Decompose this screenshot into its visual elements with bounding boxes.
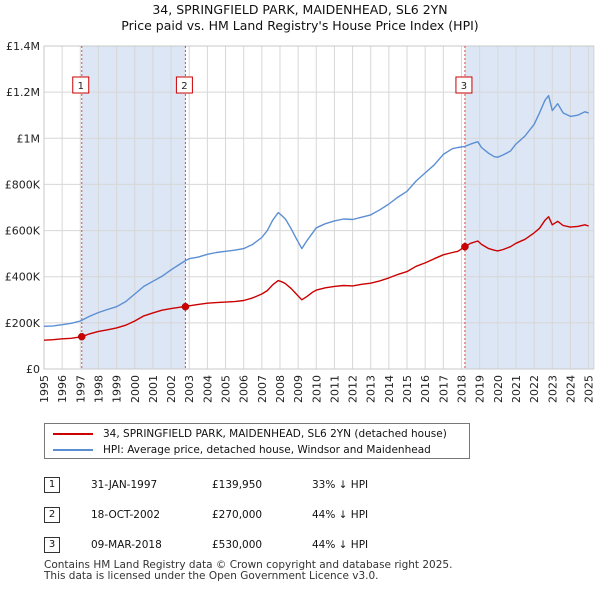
legend-swatch-hpi [53, 449, 93, 451]
legend-label-price: 34, SPRINGFIELD PARK, MAIDENHEAD, SL6 2Y… [103, 428, 447, 440]
sale-label-frame [72, 76, 90, 94]
sale-badge: 1 [44, 477, 60, 493]
footer: Contains HM Land Registry data © Crown c… [44, 560, 452, 582]
table-row: 2 18-OCT-2002 £270,000 44% ↓ HPI [44, 507, 464, 525]
price-chart: £0 £200K £400K £600K £800K £1M £1.2M £1.4M 1995… [5, 40, 596, 403]
shaded-period [464, 46, 594, 369]
y-tick-label: £400K [5, 271, 41, 284]
x-tick-label: 2005 [220, 375, 233, 403]
sale-point [461, 242, 469, 251]
x-tick-label: 2017 [437, 375, 450, 403]
chart-title: 34, SPRINGFIELD PARK, MAIDENHEAD, SL6 2Y… [0, 2, 600, 34]
hpi-line [43, 94, 589, 327]
title-line-1: 34, SPRINGFIELD PARK, MAIDENHEAD, SL6 2Y… [152, 2, 448, 17]
x-tick-label: 2009 [292, 375, 305, 403]
sale-label-number: 2 [181, 81, 187, 92]
y-tick-label: £200K [5, 317, 41, 330]
footer-line-1: Contains HM Land Registry data © Crown c… [44, 559, 453, 571]
series-lines [43, 94, 589, 341]
x-tick-label: 1997 [74, 375, 87, 403]
y-tick-labels: £0 £200K £400K £600K £800K £1M £1.2M £1.4M [5, 40, 41, 376]
x-tick-label: 2012 [347, 375, 360, 403]
x-tick-labels: 1995 1996 1997 1998 1999 2000 2001 2002 2003 2004… [38, 375, 596, 403]
sale-date: 31-JAN-1997 [91, 479, 158, 491]
y-tick-label: £800K [5, 178, 41, 191]
x-tick-label: 2011 [328, 375, 341, 403]
x-tick-label: 2002 [165, 375, 178, 403]
sale-label-boxes: 1 2 3 [72, 76, 473, 94]
sale-price: £530,000 [212, 539, 263, 551]
sale-price: £139,950 [212, 479, 263, 491]
shaded-periods [81, 46, 594, 369]
y-tick-label: £0 [26, 363, 40, 376]
sale-label-number: 3 [461, 81, 467, 92]
legend-swatch-price [53, 433, 93, 435]
x-tick-label: 2014 [383, 375, 396, 403]
legend: 34, SPRINGFIELD PARK, MAIDENHEAD, SL6 2Y… [44, 423, 470, 459]
y-tick-label: £1.2M [6, 86, 40, 99]
sale-hpi-diff: 33% ↓ HPI [312, 479, 369, 491]
legend-label-hpi: HPI: Average price, detached house, Wind… [103, 444, 431, 456]
sale-label-frame [455, 76, 473, 94]
y-tick-label: £600K [5, 225, 41, 238]
x-tick-label: 1999 [111, 375, 124, 403]
sale-hpi-diff: 44% ↓ HPI [312, 509, 369, 521]
sale-badge: 2 [44, 507, 60, 523]
title-line-2: Price paid vs. HM Land Registry's House … [121, 18, 479, 33]
x-tick-label: 1995 [38, 375, 51, 403]
y-tick-label: £1M [17, 132, 41, 145]
x-tick-label: 2000 [129, 375, 142, 403]
x-tick-label: 2023 [546, 375, 559, 403]
sale-label-frame [175, 76, 193, 94]
sale-point [78, 332, 86, 341]
sale-hpi-diff: 44% ↓ HPI [312, 539, 369, 551]
x-tick-label: 2010 [310, 375, 323, 403]
x-tick-label: 2003 [183, 375, 196, 403]
sale-label-number: 1 [78, 81, 84, 92]
x-tick-label: 2024 [564, 375, 577, 403]
x-tick-label: 1996 [56, 375, 69, 403]
table-row: 1 31-JAN-1997 £139,950 33% ↓ HPI [44, 477, 464, 495]
x-tick-label: 2020 [492, 375, 505, 403]
x-tick-label: 2025 [583, 375, 596, 403]
sale-markers [78, 242, 469, 341]
sale-price: £270,000 [212, 509, 263, 521]
x-tick-label: 1998 [92, 375, 105, 403]
x-tick-label: 2019 [474, 375, 487, 403]
sale-vertical-lines [81, 46, 466, 369]
sale-label-box: 1 [72, 76, 90, 94]
x-tick-label: 2013 [365, 375, 378, 403]
sale-point [181, 302, 190, 311]
y-tick-label: £1.4M [6, 40, 40, 53]
legend-item-price: 34, SPRINGFIELD PARK, MAIDENHEAD, SL6 2Y… [53, 426, 447, 442]
sale-date: 09-MAR-2018 [91, 539, 162, 551]
grid-lines [43, 45, 595, 370]
table-row: 3 09-MAR-2018 £530,000 44% ↓ HPI [44, 537, 464, 555]
price-paid-line [43, 216, 589, 341]
legend-item-hpi: HPI: Average price, detached house, Wind… [53, 442, 431, 458]
x-tick-label: 2022 [528, 375, 541, 403]
x-tick-label: 2004 [201, 375, 214, 403]
sale-label-box: 2 [175, 76, 193, 94]
sale-label-box: 3 [455, 76, 473, 94]
x-tick-label: 2016 [419, 375, 432, 403]
x-tick-label: 2018 [455, 375, 468, 403]
shaded-period [81, 46, 186, 369]
x-tick-label: 2008 [274, 375, 287, 403]
x-tick-label: 2021 [510, 375, 523, 403]
plot-frame [43, 45, 595, 370]
footer-line-2: This data is licensed under the Open Gov… [44, 570, 379, 582]
x-tick-label: 2006 [238, 375, 251, 403]
x-tick-label: 2007 [256, 375, 269, 403]
x-tick-label: 2015 [401, 375, 414, 403]
x-tick-label: 2001 [147, 375, 160, 403]
sale-badge: 3 [44, 537, 60, 553]
sale-date: 18-OCT-2002 [91, 509, 160, 521]
